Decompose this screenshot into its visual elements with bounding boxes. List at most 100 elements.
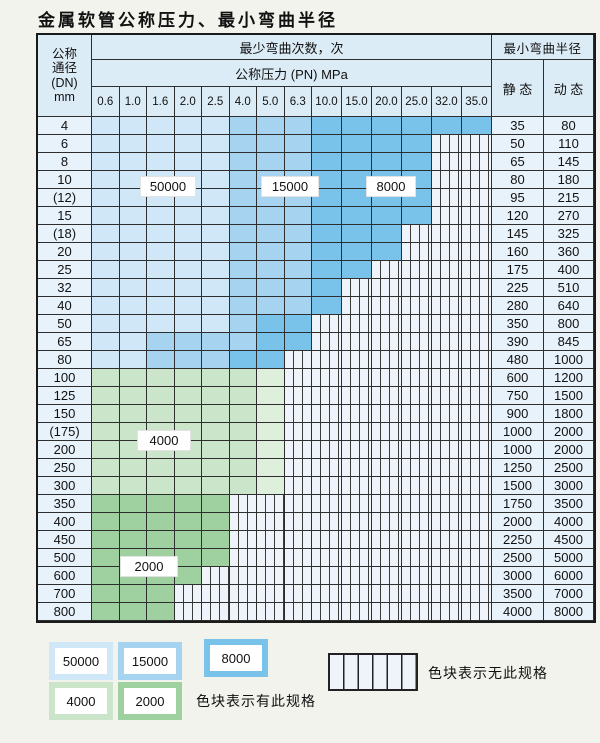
no-spec-cell	[372, 585, 402, 603]
dynamic-value-cell: 510	[544, 279, 594, 297]
no-spec-cell	[342, 477, 372, 495]
spec-cell	[432, 117, 462, 135]
no-spec-cell	[432, 243, 462, 261]
dn-cell: 300	[38, 477, 92, 495]
no-spec-cell	[402, 315, 432, 333]
no-spec-cell	[342, 441, 372, 459]
no-spec-cell	[202, 585, 230, 603]
no-spec-cell	[342, 297, 372, 315]
no-spec-cell	[462, 189, 492, 207]
spec-cell	[342, 153, 372, 171]
spec-cell	[202, 441, 230, 459]
spec-cell	[92, 405, 120, 423]
dynamic-value-cell: 1000	[544, 351, 594, 369]
spec-cell	[147, 135, 175, 153]
no-spec-cell	[202, 567, 230, 585]
static-value-cell: 1500	[492, 477, 544, 495]
spec-cell	[174, 369, 202, 387]
spec-cell	[284, 297, 312, 315]
spec-cell	[342, 207, 372, 225]
pressure-tick: 4.0	[229, 87, 257, 117]
no-spec-cell	[402, 441, 432, 459]
spec-cell	[229, 207, 257, 225]
spec-cell	[174, 135, 202, 153]
no-spec-cell	[342, 495, 372, 513]
spec-cell	[257, 333, 285, 351]
spec-cell	[202, 207, 230, 225]
no-spec-cell	[257, 549, 285, 567]
no-spec-cell	[312, 531, 342, 549]
dynamic-value-cell: 360	[544, 243, 594, 261]
table-wrapper: 公称 通径 (DN) mm 最少弯曲次数，次 最小弯曲半径 公称压力 (PN) …	[36, 33, 596, 623]
legend-swatch-50000: 50000	[49, 642, 113, 680]
no-spec-cell	[462, 567, 492, 585]
no-spec-cell	[462, 513, 492, 531]
no-spec-cell	[462, 477, 492, 495]
no-spec-cell	[432, 207, 462, 225]
no-spec-cell	[202, 603, 230, 621]
spec-cell	[202, 549, 230, 567]
no-spec-cell	[342, 603, 372, 621]
no-spec-cell	[312, 459, 342, 477]
no-spec-cell	[372, 351, 402, 369]
spec-cell	[284, 333, 312, 351]
spec-cell	[202, 117, 230, 135]
spec-cell	[174, 405, 202, 423]
dn-cell: (18)	[38, 225, 92, 243]
no-spec-cell	[284, 477, 312, 495]
no-spec-cell	[312, 351, 342, 369]
no-spec-cell	[462, 441, 492, 459]
no-spec-cell	[432, 189, 462, 207]
spec-cell	[119, 333, 147, 351]
spec-cell	[92, 279, 120, 297]
spec-cell	[372, 153, 402, 171]
no-spec-cell	[257, 513, 285, 531]
spec-cell	[174, 459, 202, 477]
static-value-cell: 2000	[492, 513, 544, 531]
static-value-cell: 3500	[492, 585, 544, 603]
spec-cell	[257, 441, 285, 459]
pressure-tick: 0.6	[92, 87, 120, 117]
no-spec-cell	[432, 603, 462, 621]
spec-cell	[202, 297, 230, 315]
no-spec-cell	[229, 549, 257, 567]
static-value-cell: 65	[492, 153, 544, 171]
spec-cell	[229, 153, 257, 171]
spec-cell	[147, 459, 175, 477]
spec-cell	[229, 243, 257, 261]
spec-cell	[147, 207, 175, 225]
dynamic-value-cell: 3500	[544, 495, 594, 513]
no-spec-cell	[432, 297, 462, 315]
spec-cell	[342, 261, 372, 279]
no-spec-cell	[462, 387, 492, 405]
spec-cell	[92, 459, 120, 477]
static-value-cell: 3000	[492, 567, 544, 585]
dn-cell: 32	[38, 279, 92, 297]
no-spec-cell	[432, 315, 462, 333]
static-value-cell: 145	[492, 225, 544, 243]
no-spec-cell	[229, 585, 257, 603]
spec-cell	[119, 513, 147, 531]
zone-label-8000: 8000	[366, 176, 416, 197]
no-spec-cell	[342, 333, 372, 351]
dynamic-value-cell: 640	[544, 297, 594, 315]
no-spec-cell	[462, 261, 492, 279]
dn-cell: 700	[38, 585, 92, 603]
static-value-cell: 175	[492, 261, 544, 279]
no-spec-cell	[372, 369, 402, 387]
dynamic-value-cell: 215	[544, 189, 594, 207]
no-spec-cell	[174, 585, 202, 603]
no-spec-cell	[432, 387, 462, 405]
dn-cell: 125	[38, 387, 92, 405]
spec-cell	[284, 117, 312, 135]
no-spec-cell	[342, 279, 372, 297]
no-spec-cell	[312, 441, 342, 459]
spec-cell	[372, 225, 402, 243]
spec-cell	[92, 441, 120, 459]
spec-cell	[147, 261, 175, 279]
dn-cell: 400	[38, 513, 92, 531]
no-spec-cell	[432, 171, 462, 189]
no-spec-cell	[257, 567, 285, 585]
no-spec-cell	[462, 603, 492, 621]
